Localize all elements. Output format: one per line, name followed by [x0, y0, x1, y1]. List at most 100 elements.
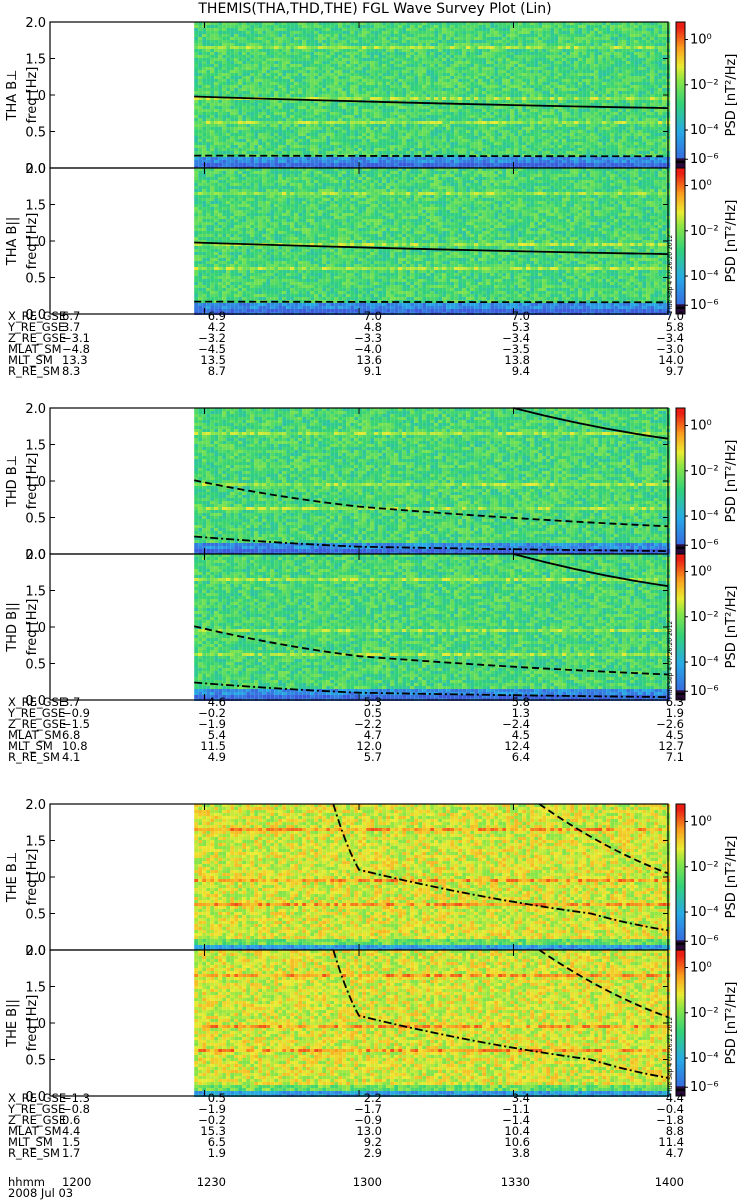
heatmap-cell: [246, 61, 251, 64]
heatmap-cell: [594, 46, 599, 49]
heatmap-cell: [462, 121, 467, 124]
heatmap-cell: [454, 145, 459, 148]
heatmap-cell: [294, 127, 299, 130]
heatmap-cell: [338, 22, 343, 25]
heatmap-cell: [534, 82, 539, 85]
heatmap-cell: [198, 31, 203, 34]
heatmap-cell: [278, 55, 283, 58]
heatmap-cell: [210, 61, 215, 64]
heatmap-cell: [214, 79, 219, 82]
heatmap-cell: [286, 100, 291, 103]
heatmap-cell: [362, 133, 367, 136]
heatmap-cell: [542, 115, 547, 118]
heatmap-cell: [382, 67, 387, 70]
heatmap-cell: [326, 67, 331, 70]
heatmap-cell: [554, 145, 559, 148]
heatmap-cell: [230, 49, 235, 52]
heatmap-cell: [202, 79, 207, 82]
heatmap-cell: [598, 127, 603, 130]
heatmap-cell: [194, 139, 199, 142]
heatmap-cell: [598, 88, 603, 91]
heatmap-cell: [606, 133, 611, 136]
heatmap-cell: [658, 52, 663, 55]
heatmap-cell: [438, 133, 443, 136]
heatmap-cell: [458, 79, 463, 82]
heatmap-cell: [486, 34, 491, 37]
heatmap-cell: [370, 46, 375, 49]
heatmap-cell: [434, 145, 439, 148]
heatmap-cell: [326, 73, 331, 76]
heatmap-cell: [290, 61, 295, 64]
heatmap-cell: [338, 121, 343, 124]
heatmap-cell: [246, 94, 251, 97]
heatmap-cell: [606, 46, 611, 49]
heatmap-cell: [390, 31, 395, 34]
heatmap-cell: [426, 73, 431, 76]
heatmap-cell: [254, 64, 259, 67]
heatmap-cell: [614, 130, 619, 133]
heatmap-cell: [362, 52, 367, 55]
heatmap-cell: [426, 79, 431, 82]
heatmap-cell: [222, 73, 227, 76]
heatmap-cell: [502, 64, 507, 67]
heatmap-cell: [318, 124, 323, 127]
heatmap-cell: [610, 118, 615, 121]
heatmap-cell: [410, 55, 415, 58]
heatmap-cell: [422, 136, 427, 139]
heatmap-cell: [210, 22, 215, 25]
heatmap-cell: [462, 79, 467, 82]
heatmap-cell: [506, 49, 511, 52]
heatmap-cell: [602, 91, 607, 94]
heatmap-cell: [350, 58, 355, 61]
heatmap-cell: [526, 73, 531, 76]
heatmap-cell: [426, 112, 431, 115]
heatmap-cell: [462, 64, 467, 67]
heatmap-cell: [602, 22, 607, 25]
heatmap-cell: [386, 34, 391, 37]
heatmap-cell: [446, 136, 451, 139]
heatmap-cell: [518, 61, 523, 64]
heatmap-cell: [558, 139, 563, 142]
heatmap-cell: [230, 115, 235, 118]
heatmap-cell: [350, 64, 355, 67]
heatmap-cell: [542, 91, 547, 94]
heatmap-cell: [550, 115, 555, 118]
heatmap-cell: [618, 67, 623, 70]
heatmap-cell: [298, 118, 303, 121]
heatmap-cell: [630, 145, 635, 148]
heatmap-cell: [622, 142, 627, 145]
heatmap-cell: [510, 82, 515, 85]
heatmap-cell: [426, 97, 431, 100]
heatmap-cell: [334, 58, 339, 61]
heatmap-cell: [294, 136, 299, 139]
heatmap-cell: [430, 136, 435, 139]
heatmap-cell: [402, 40, 407, 43]
heatmap-cell: [490, 25, 495, 28]
heatmap-cell: [470, 46, 475, 49]
heatmap-cell: [514, 124, 519, 127]
heatmap-cell: [290, 49, 295, 52]
heatmap-cell: [230, 124, 235, 127]
heatmap-cell: [630, 112, 635, 115]
heatmap-cell: [194, 34, 199, 37]
heatmap-cell: [402, 52, 407, 55]
heatmap-cell: [346, 85, 351, 88]
heatmap-cell: [382, 103, 387, 106]
heatmap-cell: [370, 52, 375, 55]
heatmap-cell: [258, 67, 263, 70]
heatmap-cell: [510, 112, 515, 115]
heatmap-cell: [274, 73, 279, 76]
heatmap-cell: [326, 136, 331, 139]
heatmap-cell: [222, 58, 227, 61]
heatmap-cell: [250, 22, 255, 25]
heatmap-cell: [458, 52, 463, 55]
heatmap-cell: [358, 145, 363, 148]
heatmap-cell: [266, 55, 271, 58]
heatmap-cell: [278, 37, 283, 40]
heatmap-cell: [434, 79, 439, 82]
heatmap-cell: [454, 46, 459, 49]
heatmap-cell: [266, 112, 271, 115]
heatmap-cell: [410, 34, 415, 37]
heatmap-cell: [370, 67, 375, 70]
heatmap-cell: [202, 91, 207, 94]
